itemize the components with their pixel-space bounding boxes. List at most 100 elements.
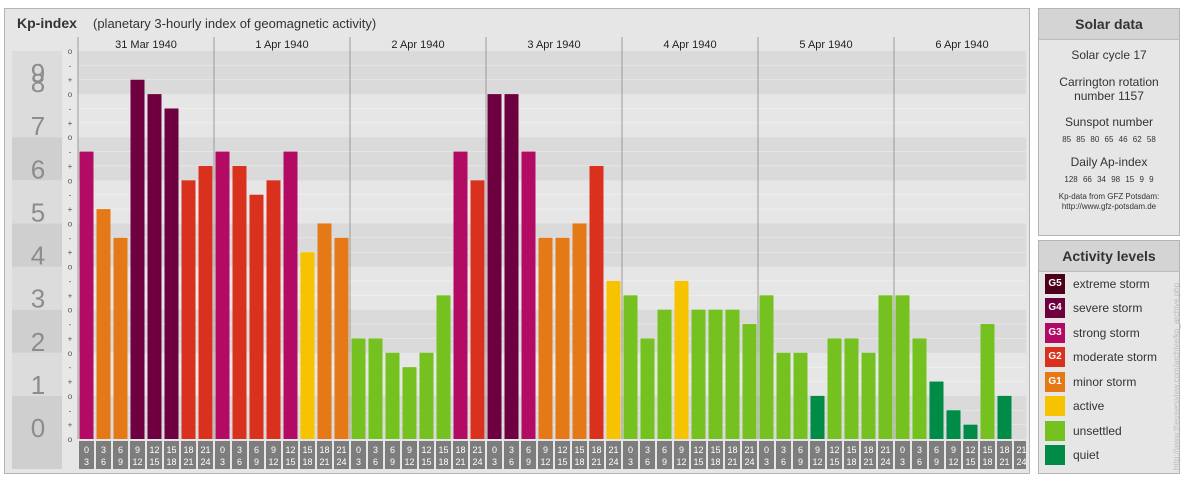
kp-bar <box>470 180 485 440</box>
level-label: unsettled <box>1073 424 1122 438</box>
level-label: quiet <box>1073 448 1100 462</box>
slot-start-label: 12 <box>421 445 431 455</box>
slot-end-label: 15 <box>149 457 159 467</box>
slot-label-cell <box>793 441 808 469</box>
slot-label-cell <box>113 441 128 469</box>
kp-bar <box>385 352 400 439</box>
slot-end-label: 12 <box>812 457 822 467</box>
day-label: 4 Apr 1940 <box>663 39 716 51</box>
kp-bar <box>419 352 434 439</box>
slot-label-cell <box>980 441 995 469</box>
kp-bar <box>334 237 349 439</box>
slot-label-cell <box>674 441 689 469</box>
level-label: extreme storm <box>1073 277 1150 291</box>
slot-label-cell <box>232 441 247 469</box>
minor-tick-label: + <box>68 205 73 214</box>
minor-tick-label: - <box>69 191 72 200</box>
y-axis-band <box>12 395 62 439</box>
slot-label-cell <box>997 441 1012 469</box>
kp-bar <box>147 94 162 439</box>
slot-end-label: 18 <box>982 457 992 467</box>
slot-end-label: 3 <box>628 457 633 467</box>
kp-bar <box>504 94 519 439</box>
swatch-active <box>1045 396 1065 416</box>
slot-label-cell <box>759 441 774 469</box>
slot-start-label: 9 <box>815 445 820 455</box>
slot-start-label: 18 <box>727 445 737 455</box>
kp-bar <box>283 151 298 439</box>
kp-bar <box>317 223 332 439</box>
slot-start-label: 3 <box>917 445 922 455</box>
kp-bar <box>844 338 859 439</box>
slot-label-cell <box>776 441 791 469</box>
slot-start-label: 0 <box>84 445 89 455</box>
kp-bar <box>691 309 706 439</box>
slot-label-cell <box>283 441 298 469</box>
slot-start-label: 15 <box>302 445 312 455</box>
slot-end-label: 6 <box>373 457 378 467</box>
slot-start-label: 12 <box>149 445 159 455</box>
chart-title: Kp-index <box>17 15 77 31</box>
slot-start-label: 9 <box>271 445 276 455</box>
kp-bar <box>640 338 655 439</box>
slot-end-label: 24 <box>200 457 210 467</box>
kp-bar <box>708 309 723 439</box>
y-axis-band <box>12 180 62 224</box>
slot-start-label: 3 <box>645 445 650 455</box>
slot-end-label: 3 <box>220 457 225 467</box>
minor-tick-label: o <box>68 435 73 444</box>
slot-end-label: 12 <box>404 457 414 467</box>
slot-start-label: 15 <box>574 445 584 455</box>
level-label: active <box>1073 399 1105 413</box>
kp-bar <box>232 165 247 439</box>
slot-end-label: 3 <box>356 457 361 467</box>
minor-tick-label: - <box>69 363 72 372</box>
kp-bar <box>300 252 315 439</box>
kp-bar <box>402 367 417 439</box>
y-tick-label: 6 <box>31 154 45 184</box>
kp-bar <box>96 209 111 439</box>
minor-tick-label: + <box>68 119 73 128</box>
slot-label-cell <box>827 441 842 469</box>
slot-label-cell <box>453 441 468 469</box>
slot-start-label: 0 <box>628 445 633 455</box>
slot-label-cell <box>96 441 111 469</box>
slot-end-label: 9 <box>118 457 123 467</box>
kp-bar <box>793 352 808 439</box>
plot-band <box>78 51 1026 95</box>
minor-tick-label: - <box>69 234 72 243</box>
slot-end-label: 3 <box>492 457 497 467</box>
slot-start-label: 18 <box>863 445 873 455</box>
slot-start-label: 21 <box>608 445 618 455</box>
solar-data-title: Solar data <box>1039 9 1179 40</box>
slot-end-label: 18 <box>574 457 584 467</box>
slot-end-label: 12 <box>948 457 958 467</box>
solar-cycle: Solar cycle 17 <box>1071 48 1147 62</box>
slot-start-label: 6 <box>118 445 123 455</box>
kp-bar <box>198 165 213 439</box>
swatch-unsettled <box>1045 421 1065 441</box>
slot-end-label: 24 <box>744 457 754 467</box>
y-tick-label: 9 <box>31 58 45 88</box>
minor-tick-label: + <box>68 378 73 387</box>
slot-label-cell <box>895 441 910 469</box>
slot-start-label: 3 <box>237 445 242 455</box>
slot-start-label: 3 <box>373 445 378 455</box>
kp-bar <box>776 352 791 439</box>
slot-label-cell <box>725 441 740 469</box>
slot-end-label: 6 <box>917 457 922 467</box>
day-label: 31 Mar 1940 <box>115 39 177 51</box>
slot-label-cell <box>385 441 400 469</box>
minor-tick-label: o <box>68 263 73 272</box>
kp-bar <box>113 237 128 439</box>
slot-label-cell <box>487 441 502 469</box>
credit-line-2: http://www.gfz-potsdam.de <box>1061 202 1157 211</box>
slot-end-label: 3 <box>84 457 89 467</box>
level-unsettled: unsettled <box>1045 421 1122 441</box>
slot-end-label: 9 <box>798 457 803 467</box>
activity-levels-panel: Activity levels G5 extreme storm G4 seve… <box>1038 240 1180 474</box>
slot-end-label: 21 <box>863 457 873 467</box>
slot-label-cell <box>742 441 757 469</box>
kp-plot: o + - o + - o + - o + - o + - o + - o + - o + - o + - o 0 1 2 3 4 5 6 7 8 9 31… <box>12 37 1026 469</box>
slot-end-label: 15 <box>285 457 295 467</box>
